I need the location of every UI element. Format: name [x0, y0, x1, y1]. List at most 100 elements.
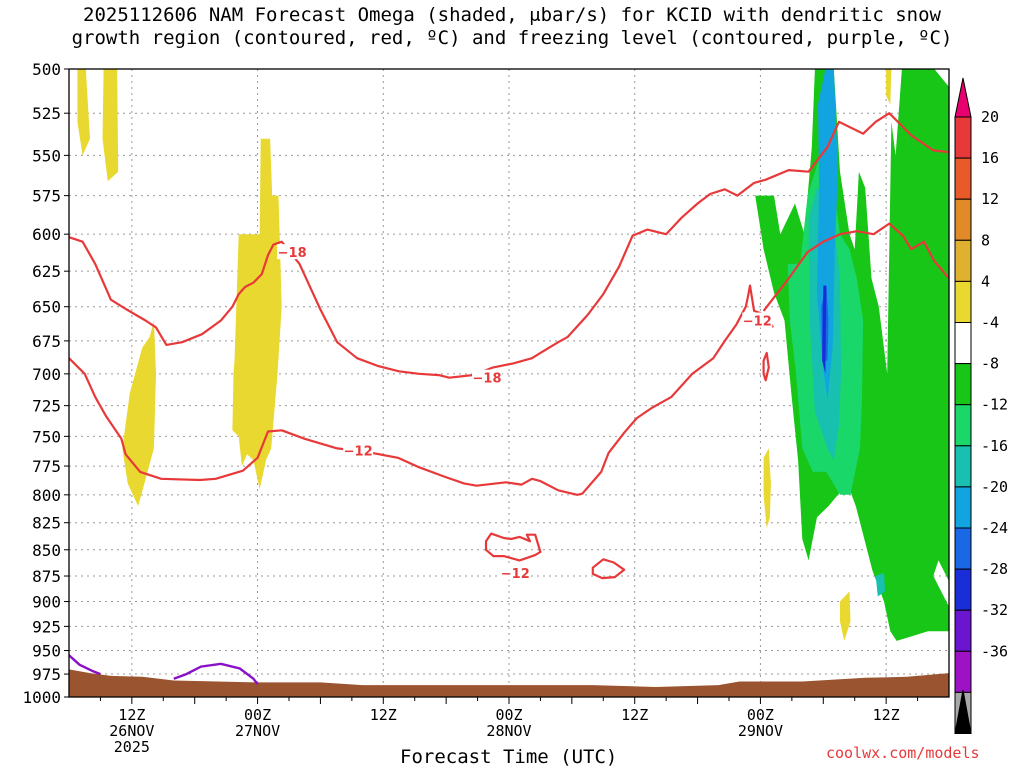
colorbar-label: -24	[981, 519, 1008, 537]
x-tick-label: 12Z	[873, 706, 900, 724]
omega-region	[875, 572, 886, 597]
colorbar-label: -12	[981, 396, 1008, 414]
colorbar-arrow-top	[954, 77, 972, 118]
y-tick-label: 675	[32, 332, 61, 351]
omega-region	[822, 285, 827, 374]
x-tick-label: 00Z	[495, 706, 522, 724]
freezing-contour	[69, 654, 101, 676]
colorbar-label: 20	[981, 108, 999, 126]
y-tick-label: 800	[32, 486, 61, 505]
colorbar-segment	[954, 609, 972, 652]
colorbar-label: -16	[981, 437, 1008, 455]
omega-region	[232, 138, 282, 490]
colorbar-label: 16	[981, 149, 999, 167]
x-tick-label: 28NOV	[486, 722, 531, 740]
dgz-contour	[69, 112, 949, 379]
colorbar-label: -8	[981, 355, 999, 373]
y-tick-label: 950	[32, 642, 61, 661]
omega-region	[102, 69, 119, 182]
colorbar-arrow-bottom	[954, 689, 972, 734]
dgz-contour	[69, 284, 774, 496]
y-tick-label: 875	[32, 567, 61, 586]
y-tick-label: 600	[32, 225, 61, 244]
colorbar-segment	[954, 322, 972, 365]
y-tick-label: 825	[32, 514, 61, 533]
colorbar-segment	[954, 404, 972, 447]
freezing-contours	[69, 654, 259, 685]
colorbar-label: -32	[981, 601, 1008, 619]
colorbar-segment	[954, 116, 972, 159]
colorbar-label: 4	[981, 272, 990, 290]
y-tick-label: 525	[32, 104, 61, 123]
omega-region	[886, 69, 892, 105]
colorbar: 20 16 12 8 4 -4 -8 -12 -16 -20 -24 -28 -32 -36	[954, 77, 1008, 735]
omega-region	[840, 591, 851, 641]
colorbar-label: -36	[981, 642, 1008, 660]
contour-label: −18	[473, 372, 502, 387]
x-tick-label: 27NOV	[235, 722, 280, 740]
omega-shading	[77, 69, 949, 641]
y-tick-label: 650	[32, 298, 61, 317]
y-tick-label: 550	[32, 146, 61, 165]
colorbar-segment	[954, 486, 972, 529]
contour-label: −12	[501, 567, 530, 582]
y-tick-label: 1000	[22, 688, 61, 707]
x-tick-label: 26NOV	[109, 722, 154, 740]
dgz-contour	[484, 532, 542, 562]
y-tick-label: 500	[32, 60, 61, 79]
colorbar-segment	[954, 445, 972, 488]
chart-title-line2: growth region (contoured, red, ºC) and f…	[71, 27, 953, 49]
x-tick-label: 2025	[114, 738, 150, 756]
contour-label: −18	[278, 246, 307, 261]
omega-region	[763, 448, 771, 529]
terrain-layer	[69, 669, 949, 697]
y-tick-label: 925	[32, 617, 61, 636]
y-tick-label: 975	[32, 665, 61, 684]
contour-label-bg	[343, 442, 374, 458]
y-tick-label: 700	[32, 365, 61, 384]
contour-label-bg	[472, 369, 502, 385]
x-tick-label: 12Z	[118, 706, 145, 724]
colorbar-label: -28	[981, 560, 1008, 578]
colorbar-label: 12	[981, 190, 999, 208]
x-tick-label: 29NOV	[738, 722, 783, 740]
dgz-contour	[762, 351, 770, 382]
contour-label-bg	[742, 312, 773, 328]
contour-label: −12	[743, 315, 772, 330]
y-tick-label: 575	[32, 187, 61, 206]
y-tick-label: 850	[32, 541, 61, 560]
colorbar-segment	[954, 239, 972, 282]
y-tick-label: 775	[32, 457, 61, 476]
colorbar-segment	[954, 568, 972, 611]
dgz-contours: −18 −18 −12 −12 −12	[69, 112, 949, 582]
colorbar-label: -4	[981, 314, 999, 332]
x-tick-label: 00Z	[747, 706, 774, 724]
x-tick-label: 00Z	[244, 706, 271, 724]
y-tick-label: 750	[32, 427, 61, 446]
colorbar-segment	[954, 280, 972, 323]
dgz-contour	[591, 558, 626, 580]
x-axis-title: Forecast Time (UTC)	[400, 746, 618, 768]
contour-label-bg	[277, 244, 308, 260]
x-tick-label: 12Z	[621, 706, 648, 724]
y-axis: 500 525 550 575 600 625 650 675 700 725 750 775 800 8…	[22, 60, 69, 707]
x-tick-label: 12Z	[370, 706, 397, 724]
colorbar-label: 8	[981, 231, 990, 249]
y-tick-label: 900	[32, 593, 61, 612]
colorbar-segment	[954, 198, 972, 241]
colorbar-segment	[954, 363, 972, 406]
y-tick-label: 625	[32, 262, 61, 281]
chart-title-line1: 2025112606 NAM Forecast Omega (shaded, μ…	[83, 4, 941, 26]
y-tick-label: 725	[32, 397, 61, 416]
contour-label-bg	[500, 564, 531, 580]
colorbar-label: -20	[981, 478, 1008, 496]
credit-link[interactable]: coolwx.com/models	[826, 744, 980, 762]
dgz-contour	[762, 222, 949, 312]
omega-region	[77, 69, 90, 156]
colorbar-segment	[954, 157, 972, 200]
freezing-contour	[173, 662, 259, 685]
terrain-area	[69, 669, 949, 697]
colorbar-segment	[954, 650, 972, 693]
